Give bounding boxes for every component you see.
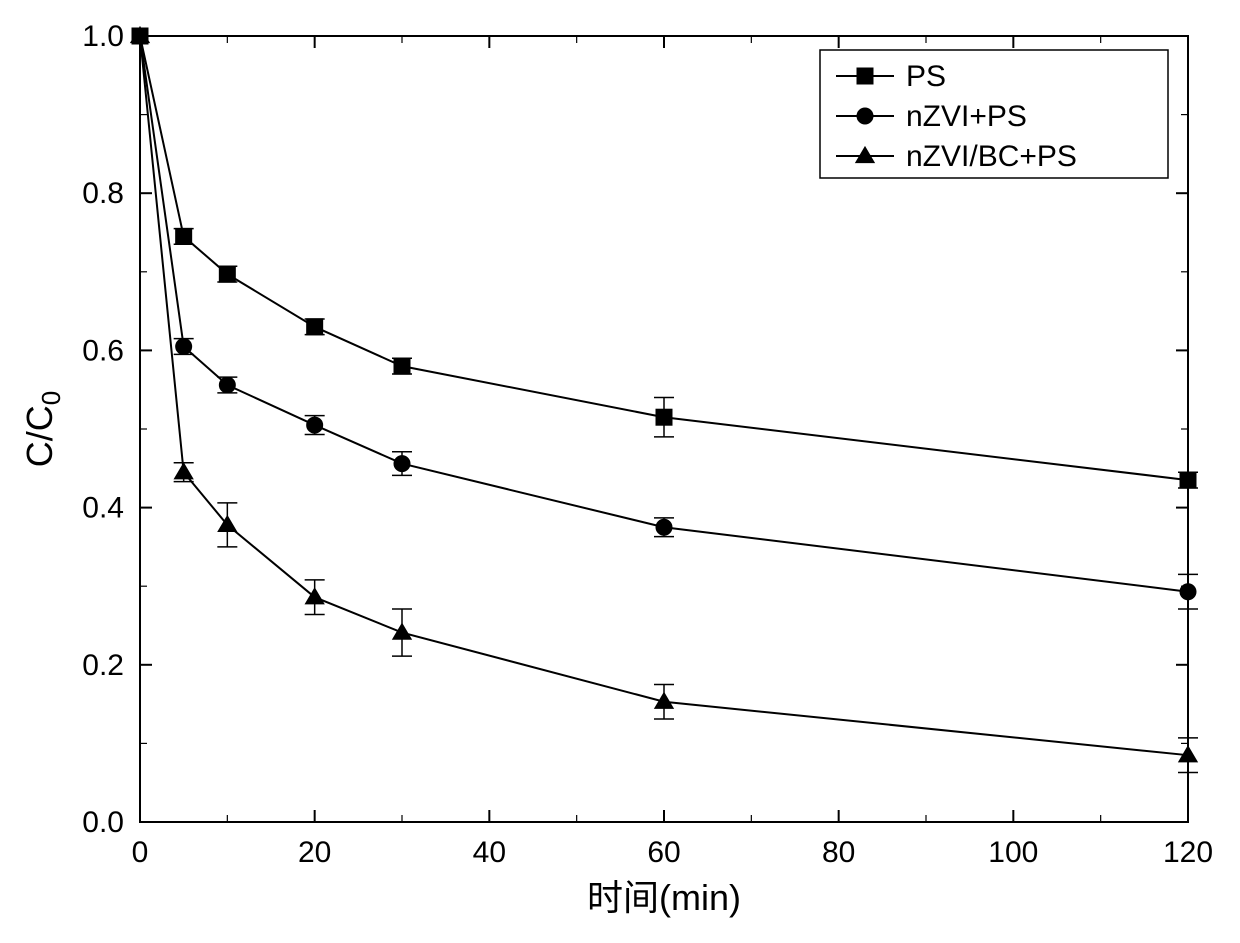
- x-tick-label: 40: [473, 836, 506, 869]
- x-tick-label: 100: [988, 836, 1038, 869]
- legend: PS nZVI+PS nZVI/BC+PS: [820, 50, 1168, 178]
- y-tick-label: 0.2: [82, 649, 124, 682]
- x-tick-label: 60: [647, 836, 680, 869]
- legend-label: PS: [906, 60, 946, 93]
- x-axis-label: 时间(min): [587, 877, 741, 918]
- x-tick-label: 20: [298, 836, 331, 869]
- x-tick-label: 0: [132, 836, 149, 869]
- y-tick-label: 0.8: [82, 177, 124, 210]
- y-tick-label: 0.6: [82, 334, 124, 367]
- y-tick-label: 1.0: [82, 20, 124, 53]
- y-tick-label: 0.0: [82, 806, 124, 839]
- y-tick-label: 0.4: [82, 492, 124, 525]
- x-tick-label: 120: [1163, 836, 1213, 869]
- x-tick-label: 80: [822, 836, 855, 869]
- legend-label: nZVI+PS: [906, 100, 1027, 133]
- degradation-chart: 0 20 40 60 80 100 120 0.0 0.2 0.4 0.6 0.8 1.0 时间(min)…: [0, 0, 1240, 943]
- legend-label: nZVI/BC+PS: [906, 140, 1077, 173]
